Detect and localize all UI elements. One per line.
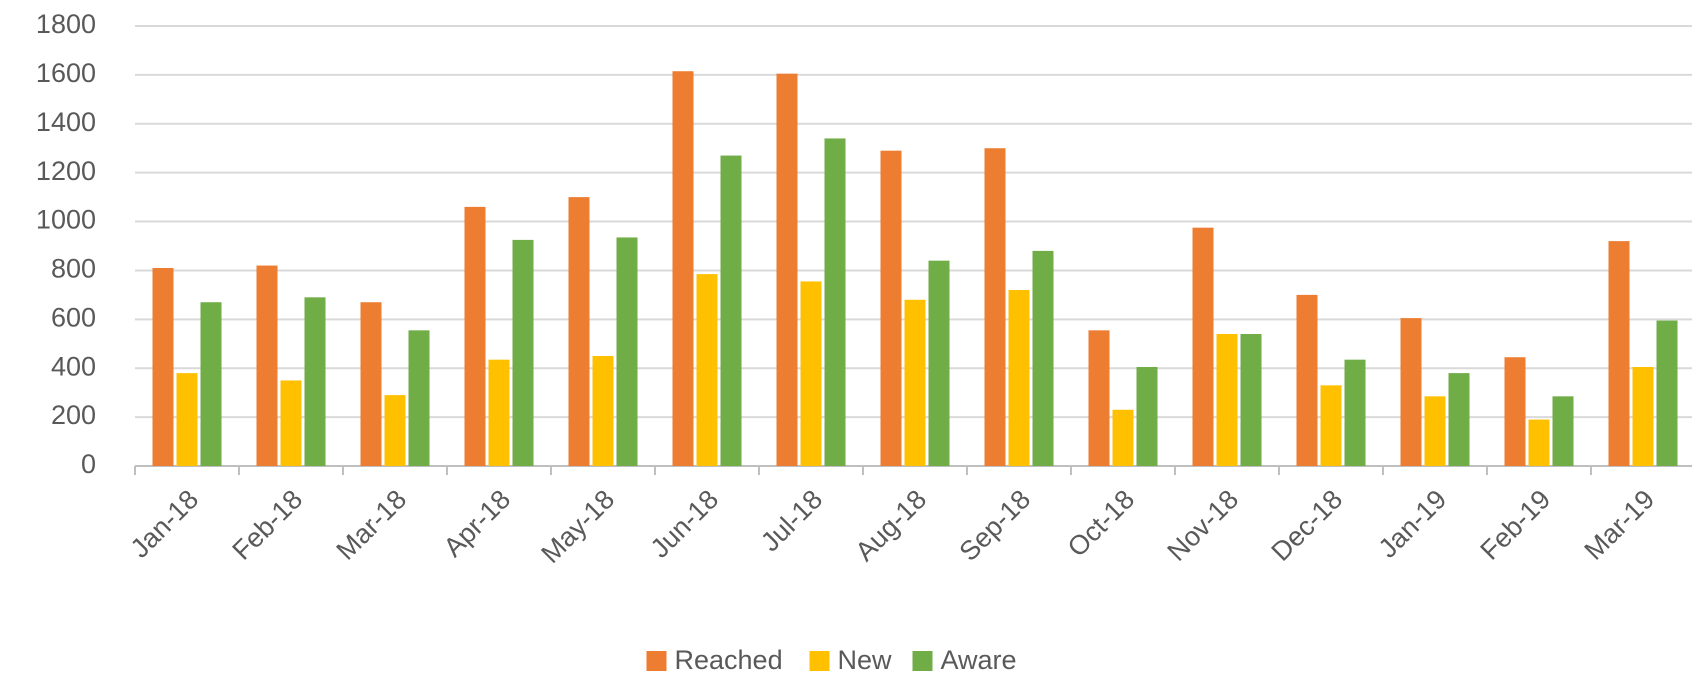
x-tick-label: Sep-18: [953, 484, 1036, 567]
bar: [256, 265, 278, 466]
bar: [1552, 396, 1574, 466]
bar: [1320, 385, 1342, 466]
y-tick-label: 200: [51, 400, 96, 430]
y-tick-label: 1000: [36, 205, 96, 235]
bar: [1424, 396, 1446, 466]
y-tick-label: 800: [51, 254, 96, 284]
bar: [1008, 290, 1030, 466]
bar: [1400, 318, 1422, 466]
bar: [616, 237, 638, 466]
bar: [1192, 227, 1214, 466]
legend-swatch: [646, 651, 667, 671]
bar: [1528, 419, 1550, 466]
bar: [1112, 409, 1134, 466]
x-tick-label: Jan-19: [1373, 484, 1453, 564]
y-tick-label: 0: [81, 449, 96, 479]
bar: [304, 297, 326, 466]
x-tick-label: Mar-19: [1579, 484, 1661, 566]
bar: [1504, 357, 1526, 466]
bar: [360, 302, 382, 466]
bar: [696, 274, 718, 466]
bar: [1088, 330, 1110, 466]
bar: [928, 260, 950, 466]
legend-swatch: [912, 651, 933, 671]
bar: [904, 299, 926, 466]
y-tick-label: 600: [51, 302, 96, 332]
y-tick-label: 1800: [36, 9, 96, 39]
x-tick-label: Oct-18: [1062, 484, 1141, 563]
y-tick-label: 1200: [36, 156, 96, 186]
bar: [1632, 367, 1654, 466]
bar: [1240, 334, 1262, 466]
x-tick-label: Feb-19: [1475, 484, 1557, 566]
bar: [592, 356, 614, 466]
bar: [984, 148, 1006, 466]
bar: [880, 150, 902, 466]
bar: [776, 73, 798, 467]
bar: [152, 268, 174, 466]
bar: [408, 330, 430, 466]
bar: [1344, 359, 1366, 466]
bar: [280, 380, 302, 466]
bar: [1608, 241, 1630, 466]
x-tick-label: Nov-18: [1162, 484, 1245, 567]
bar: [176, 373, 198, 466]
bar: [464, 206, 486, 466]
bar: [512, 239, 534, 466]
y-tick-label: 1400: [36, 107, 96, 137]
legend-label: New: [838, 645, 893, 675]
bar: [672, 71, 694, 466]
bar: [1448, 373, 1470, 466]
x-tick-label: Jan-18: [125, 484, 205, 564]
bar: [800, 281, 822, 466]
x-tick-label: Mar-18: [331, 484, 413, 566]
bar: [1032, 250, 1054, 466]
x-tick-label: Feb-18: [227, 484, 309, 566]
bar: [1296, 294, 1318, 466]
y-tick-label: 400: [51, 351, 96, 381]
x-tick-label: May-18: [535, 484, 620, 569]
x-tick-label: Jun-18: [645, 484, 725, 564]
bar: [384, 395, 406, 466]
bar: [720, 155, 742, 467]
bar: [1136, 367, 1158, 466]
bar: [200, 302, 222, 466]
x-tick-label: Apr-18: [438, 484, 517, 563]
legend-swatch: [809, 651, 830, 671]
x-tick-label: Dec-18: [1266, 484, 1349, 567]
bar: [1656, 320, 1678, 466]
x-tick-label: Jul-18: [755, 484, 828, 557]
y-tick-label: 1600: [36, 58, 96, 88]
legend-label: Aware: [941, 645, 1017, 675]
bar: [568, 197, 590, 466]
legend-label: Reached: [675, 645, 783, 675]
bar: [824, 138, 846, 466]
x-tick-label: Aug-18: [849, 484, 932, 567]
bar: [488, 359, 510, 466]
bar: [1216, 334, 1238, 466]
